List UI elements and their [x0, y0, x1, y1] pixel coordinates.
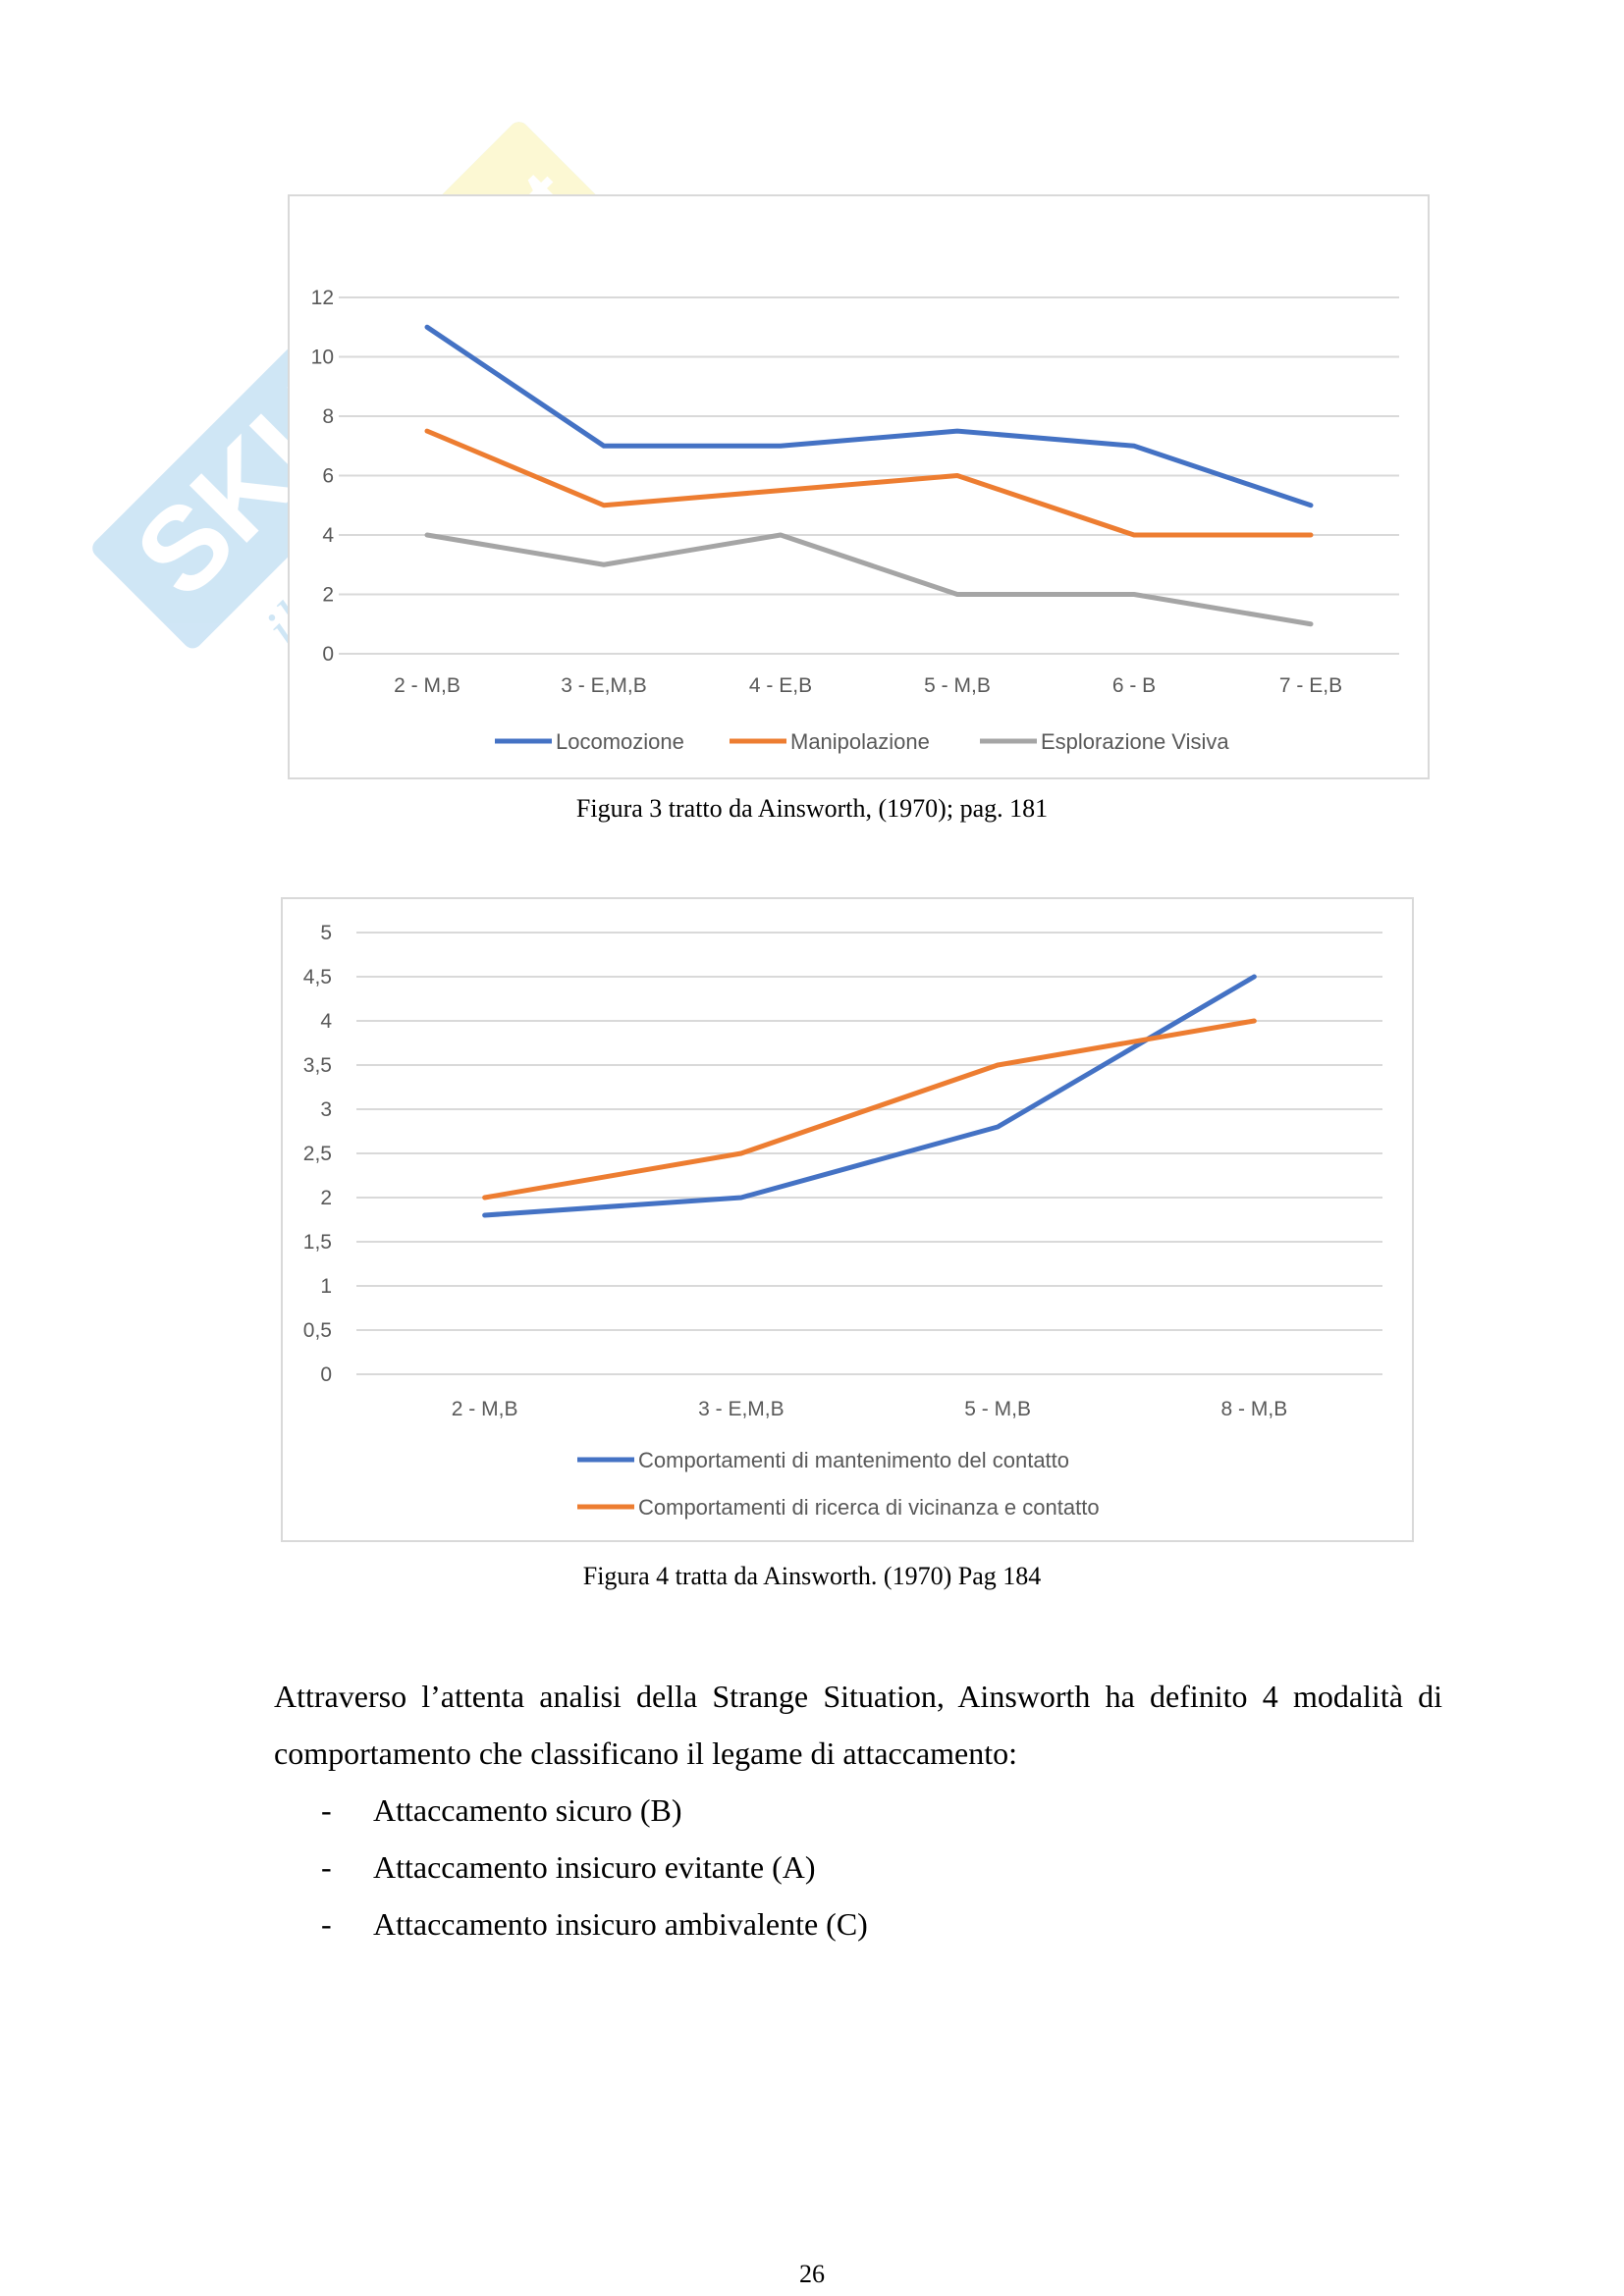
- y-tick-label: 0,5: [303, 1319, 332, 1342]
- y-tick-label: 12: [311, 287, 334, 309]
- series-line: [424, 324, 1314, 508]
- list-bullet: -: [321, 1849, 332, 1885]
- x-tick-label: 3 - E,M,B: [561, 674, 647, 697]
- list-item-text: Attaccamento insicuro evitante (A): [373, 1849, 816, 1885]
- figure-4-chart: 0 0,5 1 1,5 2 2,5 3 3,5 4 4,5 5 2 - M,B 3 - E,M,B 5 -…: [281, 897, 1414, 1542]
- x-tick-label: 7 - E,B: [1279, 674, 1342, 697]
- list-bullet: -: [321, 1906, 332, 1942]
- figure-4-svg: 0 0,5 1 1,5 2 2,5 3 3,5 4 4,5 5 2 - M,B 3 - E,M,B 5 -…: [303, 922, 1382, 1520]
- series-line: [482, 974, 1257, 1218]
- y-tick-label: 0: [320, 1363, 332, 1386]
- y-tick-label: 10: [311, 347, 334, 369]
- y-tick-label: 8: [322, 405, 334, 428]
- y-tick-label: 6: [322, 465, 334, 488]
- figure-3-chart: 0 2 4 6 8 10 12 2 - M,B 3 - E,M,B 4 - E,B 5 - M,B 6…: [288, 194, 1430, 779]
- x-tick-label: 8 - M,B: [1221, 1398, 1288, 1420]
- y-tick-label: 5: [320, 922, 332, 944]
- x-tick-label: 6 - B: [1112, 674, 1156, 697]
- list-item-text: Attaccamento sicuro (B): [373, 1792, 682, 1828]
- series-line: [482, 1018, 1257, 1201]
- y-tick-label: 3,5: [303, 1054, 332, 1077]
- figure-4-caption: Figura 4 tratta da Ainsworth. (1970) Pag…: [582, 1562, 1042, 1590]
- x-tick-label: 5 - M,B: [924, 674, 991, 697]
- y-tick-label: 4,5: [303, 966, 332, 988]
- list-item-text: Attaccamento insicuro ambivalente (C): [373, 1906, 868, 1942]
- y-tick-label: 1,5: [303, 1231, 332, 1254]
- y-tick-label: 2: [320, 1187, 332, 1209]
- y-tick-label: 4: [322, 524, 334, 547]
- legend-label: Locomozione: [556, 729, 684, 754]
- x-tick-label: 2 - M,B: [394, 674, 460, 697]
- y-tick-label: 2,5: [303, 1143, 332, 1165]
- list-bullet: -: [321, 1792, 332, 1828]
- y-tick-label: 4: [320, 1010, 332, 1033]
- figure-3-caption: Figura 3 tratto da Ainsworth, (1970); pa…: [575, 794, 1049, 823]
- x-tick-label: 4 - E,B: [749, 674, 812, 697]
- legend-label: Manipolazione: [790, 729, 930, 754]
- y-tick-label: 2: [322, 584, 334, 607]
- y-tick-label: 0: [322, 643, 334, 666]
- series-line: [424, 428, 1314, 538]
- series-line: [424, 532, 1314, 627]
- legend-label: Comportamenti di mantenimento del contat…: [638, 1448, 1069, 1472]
- legend-label: Esplorazione Visiva: [1041, 729, 1229, 754]
- body-paragraph: Attraverso l’attenta analisi della Stran…: [274, 1679, 1442, 1771]
- x-tick-label: 5 - M,B: [964, 1398, 1031, 1420]
- page-number: 26: [799, 2260, 825, 2288]
- x-tick-label: 3 - E,M,B: [698, 1398, 785, 1420]
- legend-label: Comportamenti di ricerca di vicinanza e …: [638, 1495, 1100, 1520]
- y-tick-label: 3: [320, 1098, 332, 1121]
- y-tick-label: 1: [320, 1275, 332, 1298]
- figure-3-svg: 0 2 4 6 8 10 12 2 - M,B 3 - E,M,B 4 - E,B 5 - M,B 6…: [311, 287, 1399, 754]
- x-tick-label: 2 - M,B: [452, 1398, 518, 1420]
